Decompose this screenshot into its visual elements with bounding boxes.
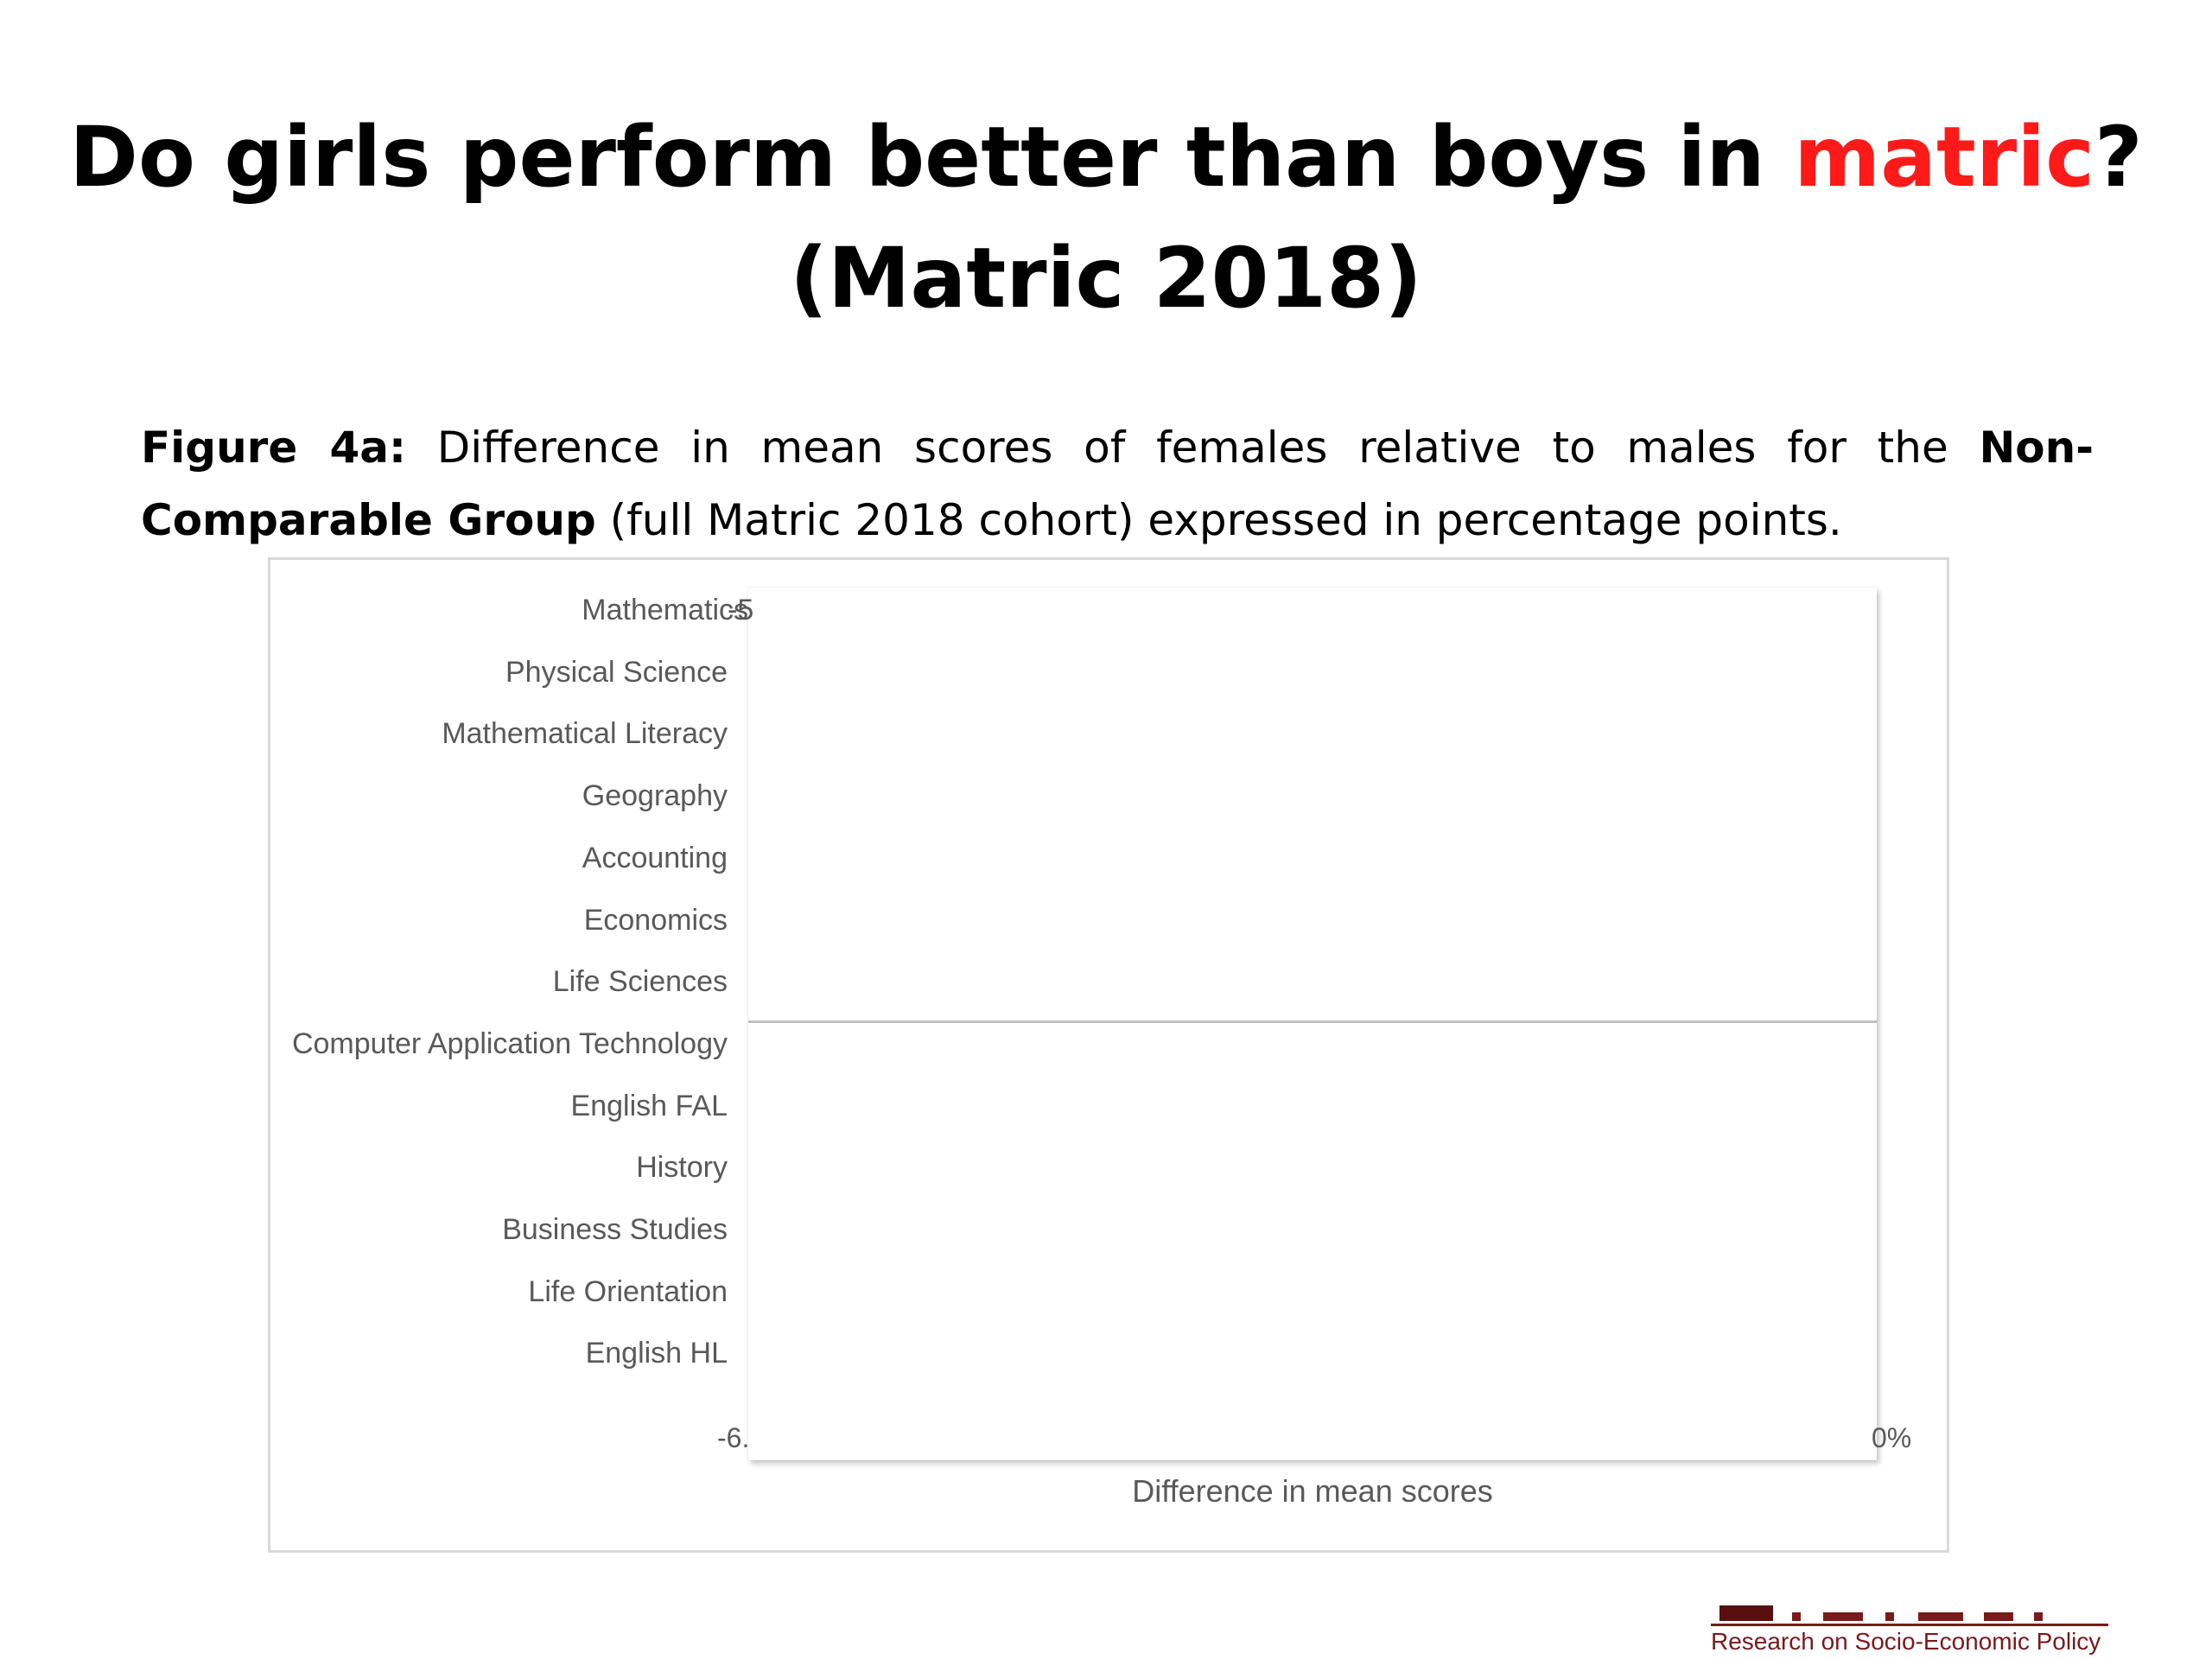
category-label-suffix: -5 [728,594,754,626]
resep-logo: Research on Socio-Economic Policy [1711,1599,2117,1659]
category-label: Physical Science [505,656,728,689]
category-label: Accounting [582,842,728,874]
category-label: Life Sciences [552,965,728,998]
logo-mark-icon [1719,1605,2043,1621]
category-label: History [636,1151,728,1184]
category-label: Economics [583,904,728,937]
category-label: Computer Application Technology [291,1027,728,1060]
logo-tagline: Research on Socio-Economic Policy [1711,1628,2101,1655]
slide-title-line-2: (Matric 2018) [790,230,1422,327]
x-tick-label-min: -6. [717,1422,750,1453]
category-label: Geography [582,779,728,812]
slide-title: Do girls perform better than boys in mat… [0,97,2212,339]
category-label: Life Orientation [528,1275,728,1308]
x-tick-label-zero: 0% [1872,1422,1912,1453]
x-axis-title: Difference in mean scores [1132,1473,1493,1509]
logo-rule [1711,1624,2108,1626]
category-label: English FAL [570,1090,728,1122]
axis-baseline [748,1020,1877,1023]
category-label: Mathematical Literacy [442,717,728,750]
figure-label: Figure 4a: [141,423,407,473]
title-question-mark: ? [2094,109,2143,206]
slide-title-line-1: Do girls perform better than boys in mat… [0,97,2212,218]
title-text: Do girls perform better than boys in [69,109,1795,206]
category-label: Business Studies [502,1213,728,1246]
category-label: Mathematics [582,594,748,626]
caption-text-1: Difference in mean scores of females rel… [406,423,1980,473]
figure-caption: Figure 4a: Difference in mean scores of … [141,411,2094,556]
category-label: English HL [585,1337,728,1370]
plot-area [748,588,1877,1460]
caption-text-2: (full Matric 2018 cohort) expressed in p… [595,495,1842,545]
caption-group-name: Non-Comparable Group [141,423,2094,545]
title-accent-word: matric [1794,109,2095,206]
